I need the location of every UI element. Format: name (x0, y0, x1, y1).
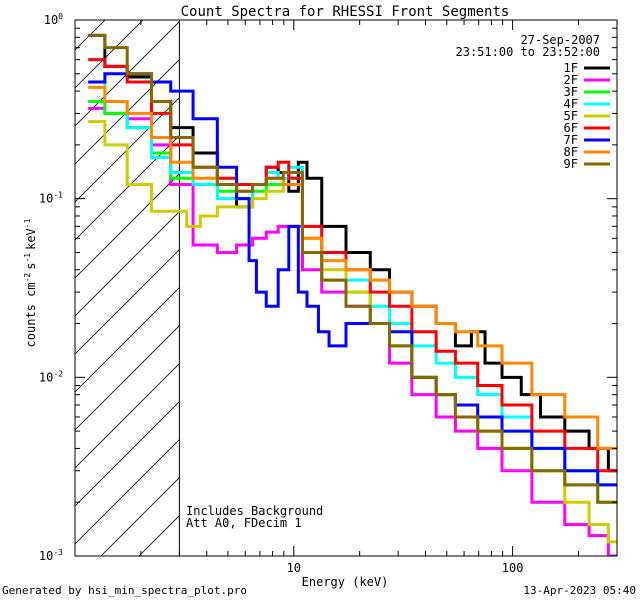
hatch-line (75, 325, 180, 431)
y-label-unit: counts cm (24, 282, 38, 347)
legend-label-3F: 3F (564, 85, 578, 99)
y-label-exp1: -2 (23, 273, 32, 283)
legend-label-7F: 7F (564, 133, 578, 147)
legend-time-range: 23:51:00 to 23:52:00 (456, 45, 601, 59)
x-axis-label: Energy (keV) (302, 575, 389, 589)
x-tick-label: 100 (502, 561, 524, 575)
y-tick-label: 10-2 (39, 369, 63, 384)
hatch-line (75, 135, 180, 241)
hatch-line (75, 59, 180, 165)
series-line-6F (88, 58, 617, 473)
series-line-1F (88, 33, 617, 473)
hatched-region (75, 20, 180, 556)
y-tick-label: 10-3 (39, 548, 63, 563)
hatch-line (75, 211, 180, 317)
chart-title: Count Spectra for RHESSI Front Segments (181, 4, 510, 20)
x-tick-label: 10 (287, 561, 301, 575)
series-line-3F (88, 99, 617, 504)
series-line-7F (88, 72, 617, 487)
y-tick-label: 100 (44, 12, 63, 27)
series-lines (88, 33, 617, 556)
y-label-kev: keV (24, 228, 38, 250)
hatch-line (75, 249, 180, 355)
footer-timestamp: 13-Apr-2023 05:40 (523, 584, 636, 597)
series-line-9F (88, 33, 617, 504)
annotation-attenuator: Att A0, FDecim 1 (186, 516, 302, 530)
hatch-line (138, 515, 180, 556)
y-label-s: s (24, 263, 38, 270)
plot-frame (74, 19, 618, 557)
y-axis-label: counts cm-2s-1keV-1 (23, 218, 38, 347)
y-label-exp3: -1 (23, 218, 32, 228)
series-line-5F (88, 120, 617, 544)
legend-date: 27-Sep-2007 (521, 33, 600, 47)
legend-label-1F: 1F (564, 61, 578, 75)
hatch-line (75, 401, 180, 507)
legend-label-5F: 5F (564, 109, 578, 123)
hatch-line (75, 287, 180, 393)
y-tick-label: 10-1 (39, 191, 63, 206)
axis-ticks: 10 100 10-3 10-2 10-1 100 (39, 12, 618, 575)
legend-label-4F: 4F (564, 97, 578, 111)
y-label-exp2: -1 (23, 253, 32, 263)
legend-label-8F: 8F (564, 145, 578, 159)
series-line-4F (88, 80, 617, 487)
hatch-line (75, 21, 180, 127)
annotation-background: Includes Background (186, 504, 323, 518)
legend-label-2F: 2F (564, 73, 578, 87)
legend-label-6F: 6F (564, 121, 578, 135)
hatch-line (100, 477, 180, 556)
footer-generated-by: Generated by hsi_min_spectra_plot.pro (2, 584, 247, 597)
legend-label-9F: 9F (564, 157, 578, 171)
hatch-line (75, 439, 180, 545)
series-line-8F (88, 85, 617, 450)
hatch-line (75, 363, 180, 469)
hatch-line (75, 97, 180, 203)
series-line-2F (88, 106, 617, 556)
